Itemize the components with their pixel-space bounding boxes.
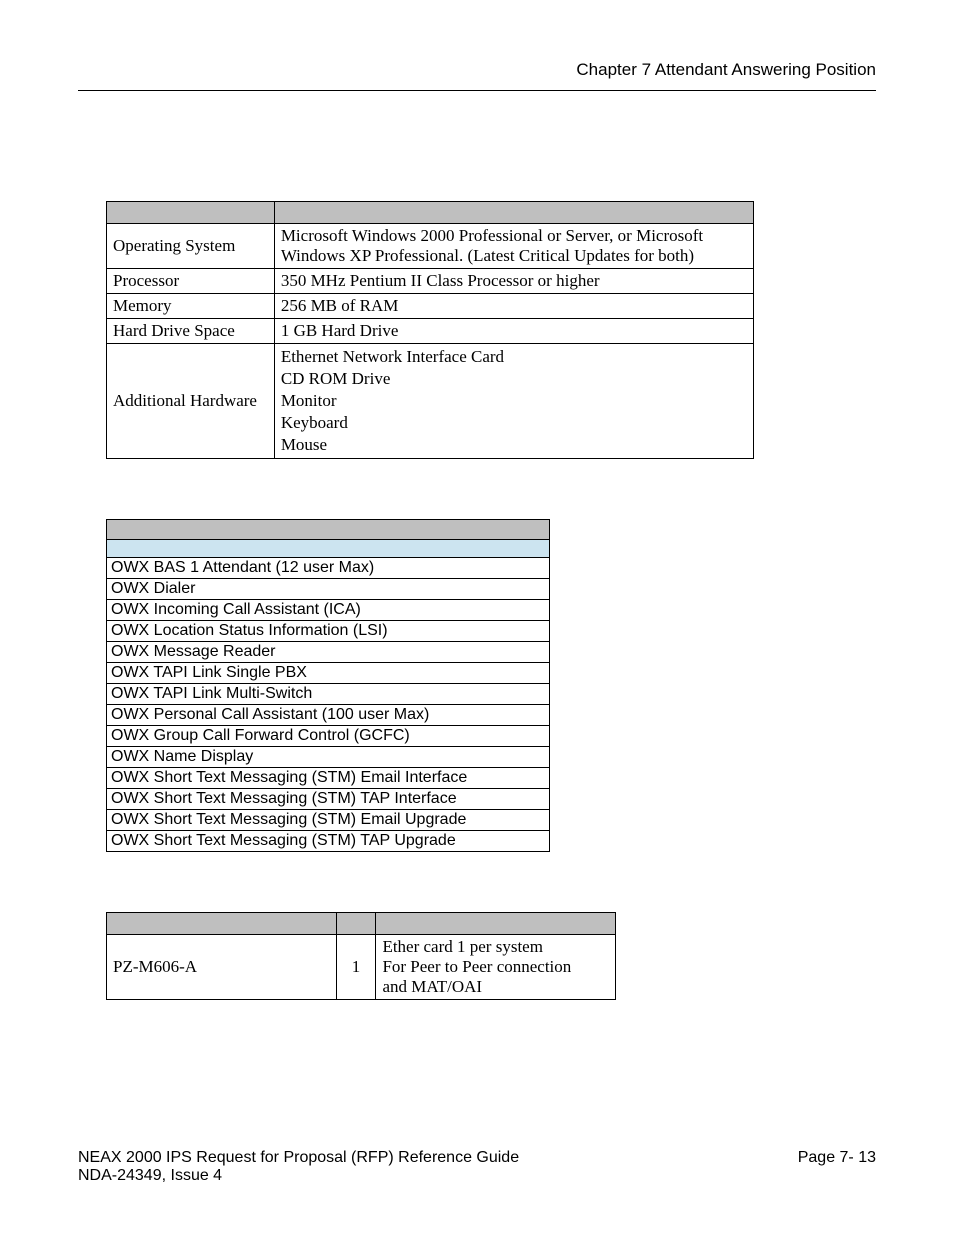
table-row: OWX Short Text Messaging (STM) TAP Upgra… [107, 831, 550, 852]
table-row: Additional Hardware Ethernet Network Int… [107, 344, 754, 459]
owx-modules-table: OWX BAS 1 Attendant (12 user Max) OWX Di… [106, 519, 550, 852]
module-item: OWX BAS 1 Attendant (12 user Max) [107, 558, 550, 579]
req-label: Processor [107, 269, 275, 294]
part-desc: Ether card 1 per system For Peer to Peer… [376, 935, 616, 1000]
footer-doc-id: NDA-24349, Issue 4 [78, 1167, 519, 1185]
page-footer: NEAX 2000 IPS Request for Proposal (RFP)… [78, 1149, 876, 1185]
requirements-table: Operating System Microsoft Windows 2000 … [106, 201, 754, 459]
table-row: Processor 350 MHz Pentium II Class Proce… [107, 269, 754, 294]
hardware-parts-table: PZ-M606-A 1 Ether card 1 per system For … [106, 912, 616, 1000]
module-item: OWX Short Text Messaging (STM) TAP Upgra… [107, 831, 550, 852]
table-row: OWX Message Reader [107, 642, 550, 663]
req-label: Operating System [107, 224, 275, 269]
req-label: Hard Drive Space [107, 319, 275, 344]
table-row: OWX BAS 1 Attendant (12 user Max) [107, 558, 550, 579]
module-item: OWX Name Display [107, 747, 550, 768]
table-row: Operating System Microsoft Windows 2000 … [107, 224, 754, 269]
part-number: PZ-M606-A [107, 935, 337, 1000]
table-row: OWX Short Text Messaging (STM) TAP Inter… [107, 789, 550, 810]
table-row: OWX TAPI Link Multi-Switch [107, 684, 550, 705]
req-value: Ethernet Network Interface Card CD ROM D… [274, 344, 753, 459]
table-row: OWX Short Text Messaging (STM) Email Upg… [107, 810, 550, 831]
page-header: Chapter 7 Attendant Answering Position [78, 60, 876, 91]
table-row: OWX Short Text Messaging (STM) Email Int… [107, 768, 550, 789]
req-value: 350 MHz Pentium II Class Processor or hi… [274, 269, 753, 294]
footer-doc-title: NEAX 2000 IPS Request for Proposal (RFP)… [78, 1149, 519, 1167]
module-item: OWX Incoming Call Assistant (ICA) [107, 600, 550, 621]
table-header [107, 520, 550, 540]
table-row: Hard Drive Space 1 GB Hard Drive [107, 319, 754, 344]
table-header [336, 913, 376, 935]
module-item: OWX TAPI Link Single PBX [107, 663, 550, 684]
table-row: OWX Name Display [107, 747, 550, 768]
module-item: OWX Message Reader [107, 642, 550, 663]
req-value: Microsoft Windows 2000 Professional or S… [274, 224, 753, 269]
footer-page-number: Page 7- 13 [798, 1149, 876, 1167]
table-row: OWX Dialer [107, 579, 550, 600]
table-row: Memory 256 MB of RAM [107, 294, 754, 319]
module-item: OWX Dialer [107, 579, 550, 600]
module-item: OWX Personal Call Assistant (100 user Ma… [107, 705, 550, 726]
table-row: OWX Group Call Forward Control (GCFC) [107, 726, 550, 747]
table-header [376, 913, 616, 935]
module-item: OWX Short Text Messaging (STM) Email Int… [107, 768, 550, 789]
table-row: PZ-M606-A 1 Ether card 1 per system For … [107, 935, 616, 1000]
table-header [107, 202, 275, 224]
module-item: OWX TAPI Link Multi-Switch [107, 684, 550, 705]
part-qty: 1 [336, 935, 376, 1000]
req-value: 256 MB of RAM [274, 294, 753, 319]
module-item: OWX Group Call Forward Control (GCFC) [107, 726, 550, 747]
table-row: OWX Incoming Call Assistant (ICA) [107, 600, 550, 621]
table-row: OWX Location Status Information (LSI) [107, 621, 550, 642]
table-subheader [107, 540, 550, 558]
module-item: OWX Short Text Messaging (STM) TAP Inter… [107, 789, 550, 810]
table-row: OWX TAPI Link Single PBX [107, 663, 550, 684]
table-header [107, 913, 337, 935]
module-item: OWX Short Text Messaging (STM) Email Upg… [107, 810, 550, 831]
req-label: Additional Hardware [107, 344, 275, 459]
req-label: Memory [107, 294, 275, 319]
module-item: OWX Location Status Information (LSI) [107, 621, 550, 642]
chapter-title: Chapter 7 Attendant Answering Position [576, 60, 876, 79]
table-row: OWX Personal Call Assistant (100 user Ma… [107, 705, 550, 726]
table-header [274, 202, 753, 224]
req-value: 1 GB Hard Drive [274, 319, 753, 344]
